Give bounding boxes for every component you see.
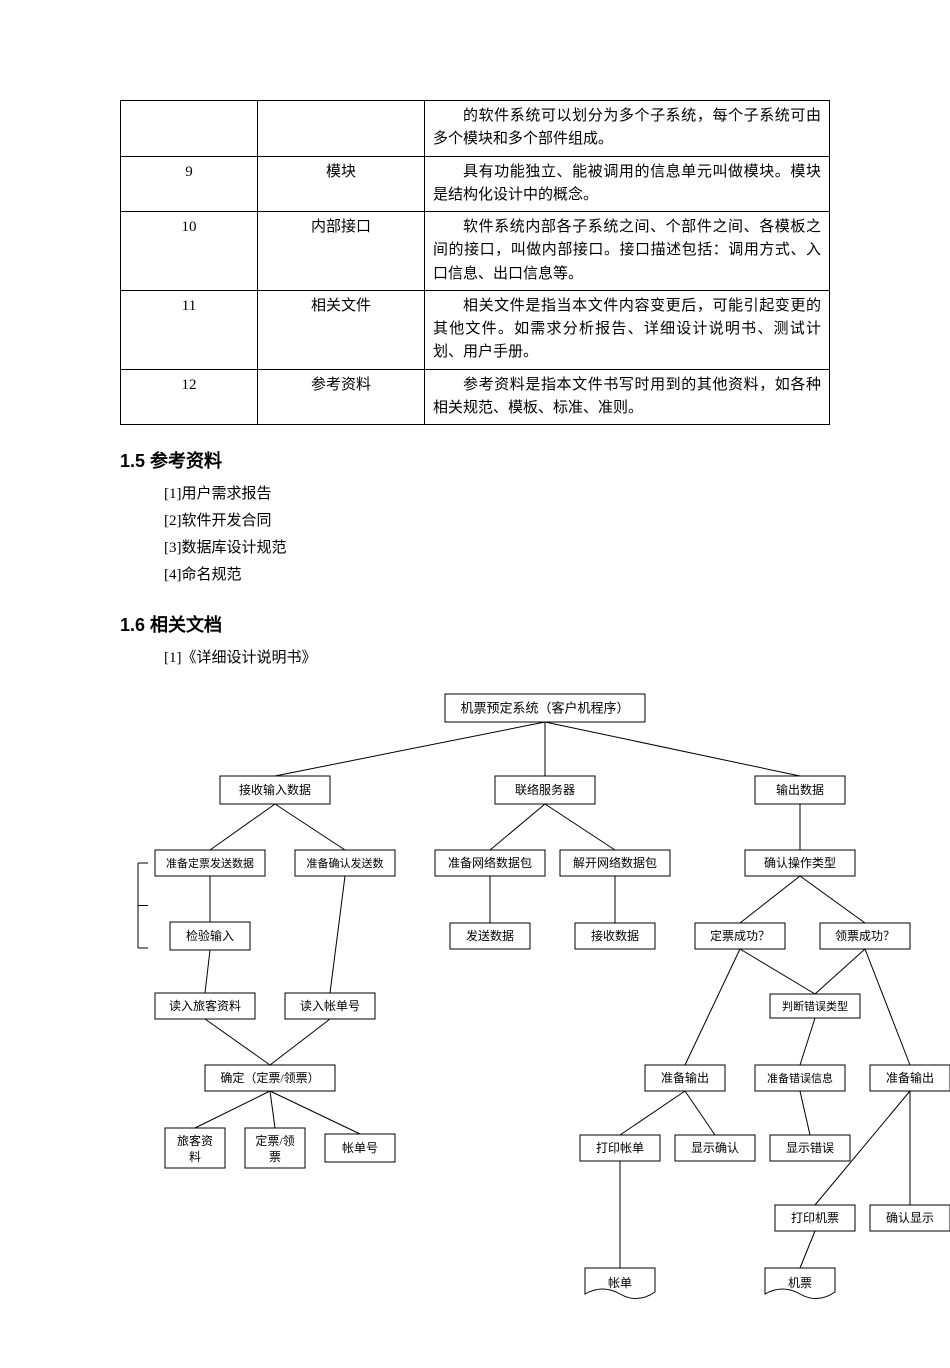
table-row: 11相关文件相关文件是指当本文件内容变更后，可能引起变更的其他文件。如需求分析报… <box>121 290 830 369</box>
diagram-node: 帐单 <box>585 1268 655 1299</box>
diagram-node: 联络服务器 <box>495 776 595 804</box>
diagram-node: 检验输入 <box>170 922 250 950</box>
hierarchy-diagram: 机票预定系统（客户机程序） 接收输入数据 联络服务器 输出数据准备定票发送数据 准备确认… <box>120 678 830 1328</box>
svg-text:帐单: 帐单 <box>608 1275 632 1290</box>
svg-text:准备错误信息: 准备错误信息 <box>767 1071 833 1085</box>
svg-text:定票成功？: 定票成功？ <box>710 928 770 943</box>
diagram-node: 解开网络数据包 <box>560 850 670 876</box>
diagram-node: 准备错误信息 <box>755 1065 845 1091</box>
svg-text:接收输入数据: 接收输入数据 <box>239 782 311 797</box>
svg-text:票: 票 <box>269 1150 281 1164</box>
diagram-node: 领票成功？ <box>820 923 910 949</box>
ref-item: [2]软件开发合同 <box>164 508 830 535</box>
svg-text:确认操作类型: 确认操作类型 <box>764 855 836 870</box>
svg-text:机票预定系统（客户机程序）: 机票预定系统（客户机程序） <box>460 701 629 716</box>
diagram-node: 准备定票发送数据 <box>155 850 265 876</box>
svg-text:发送数据: 发送数据 <box>466 928 514 943</box>
diagram-node: 帐单号 <box>325 1134 395 1162</box>
diagram-node: 准备确认发送数 <box>295 850 395 876</box>
diagram-node: 准备输出 <box>645 1065 725 1091</box>
diagram-node: 确定（定票/领票） <box>205 1065 335 1091</box>
svg-text:显示错误: 显示错误 <box>786 1141 834 1155</box>
svg-text:读入帐单号: 读入帐单号 <box>300 998 360 1013</box>
diagram-node: 定票/领票 <box>245 1128 305 1168</box>
svg-text:准备网络数据包: 准备网络数据包 <box>448 855 532 870</box>
diagram-node: 打印机票 <box>775 1205 855 1231</box>
diagram-node: 确认操作类型 <box>745 850 855 876</box>
diagram-node: 接收数据 <box>575 923 655 949</box>
svg-text:输出数据: 输出数据 <box>776 782 824 797</box>
svg-text:接收数据: 接收数据 <box>591 928 639 943</box>
section-1-6-refs: [1]《详细设计说明书》 <box>164 645 830 672</box>
diagram-node: 判断错误类型 <box>770 994 860 1018</box>
diagram-node: 接收输入数据 <box>220 776 330 804</box>
table-row: 10内部接口软件系统内部各子系统之间、个部件之间、各模板之间的接口，叫做内部接口… <box>121 212 830 291</box>
table-row: 9模块具有功能独立、能被调用的信息单元叫做模块。模块是结构化设计中的概念。 <box>121 156 830 212</box>
svg-text:准备确认发送数: 准备确认发送数 <box>307 856 384 870</box>
diagram-node: 发送数据 <box>450 923 530 949</box>
definitions-table: 的软件系统可以划分为多个子系统，每个子系统可由多个模块和多个部件组成。9模块具有… <box>120 100 830 425</box>
diagram-node: 输出数据 <box>755 776 845 804</box>
diagram-node: 机票 <box>765 1268 835 1299</box>
svg-text:显示确认: 显示确认 <box>691 1141 739 1155</box>
svg-text:旅客资: 旅客资 <box>177 1133 213 1148</box>
diagram-node: 读入帐单号 <box>285 993 375 1019</box>
section-1-5-refs: [1]用户需求报告[2]软件开发合同[3]数据库设计规范[4]命名规范 <box>164 481 830 589</box>
svg-text:读入旅客资料: 读入旅客资料 <box>169 998 241 1013</box>
svg-text:料: 料 <box>189 1150 201 1164</box>
ref-item: [1]用户需求报告 <box>164 481 830 508</box>
diagram-node: 打印帐单 <box>580 1135 660 1161</box>
diagram-node: 准备网络数据包 <box>435 850 545 876</box>
section-1-6-title: 1.6 相关文档 <box>120 611 830 637</box>
ref-item: [3]数据库设计规范 <box>164 535 830 562</box>
section-1-5-title: 1.5 参考资料 <box>120 447 830 473</box>
diagram-node: 显示错误 <box>770 1135 850 1161</box>
diagram-node: 旅客资料 <box>165 1128 225 1168</box>
svg-text:联络服务器: 联络服务器 <box>515 782 575 797</box>
svg-text:检验输入: 检验输入 <box>186 928 234 943</box>
diagram-node: 显示确认 <box>675 1135 755 1161</box>
svg-text:准备定票发送数据: 准备定票发送数据 <box>166 856 254 870</box>
diagram-node: 定票成功？ <box>695 923 785 949</box>
ref-item: [4]命名规范 <box>164 562 830 589</box>
diagram-node: 机票预定系统（客户机程序） <box>445 694 645 722</box>
svg-text:确认显示: 确认显示 <box>886 1211 934 1225</box>
ref-item: [1]《详细设计说明书》 <box>164 645 830 672</box>
svg-text:解开网络数据包: 解开网络数据包 <box>573 855 657 870</box>
table-row: 12参考资料参考资料是指本文件书写时用到的其他资料，如各种相关规范、模板、标准、… <box>121 369 830 425</box>
svg-text:帐单号: 帐单号 <box>342 1140 378 1155</box>
svg-text:机票: 机票 <box>788 1276 812 1290</box>
svg-text:定票/领: 定票/领 <box>255 1133 294 1148</box>
diagram-node: 确认显示 <box>870 1205 950 1231</box>
svg-text:准备输出: 准备输出 <box>886 1070 934 1085</box>
svg-text:确定（定票/领票）: 确定（定票/领票） <box>220 1070 319 1085</box>
svg-text:领票成功？: 领票成功？ <box>835 929 895 943</box>
svg-text:判断错误类型: 判断错误类型 <box>782 999 848 1013</box>
table-row: 的软件系统可以划分为多个子系统，每个子系统可由多个模块和多个部件组成。 <box>121 101 830 157</box>
svg-text:准备输出: 准备输出 <box>661 1070 709 1085</box>
svg-text:打印帐单: 打印帐单 <box>596 1140 644 1155</box>
diagram-node: 读入旅客资料 <box>155 993 255 1019</box>
svg-text:打印机票: 打印机票 <box>791 1211 839 1225</box>
diagram-node: 准备输出 <box>870 1065 950 1091</box>
